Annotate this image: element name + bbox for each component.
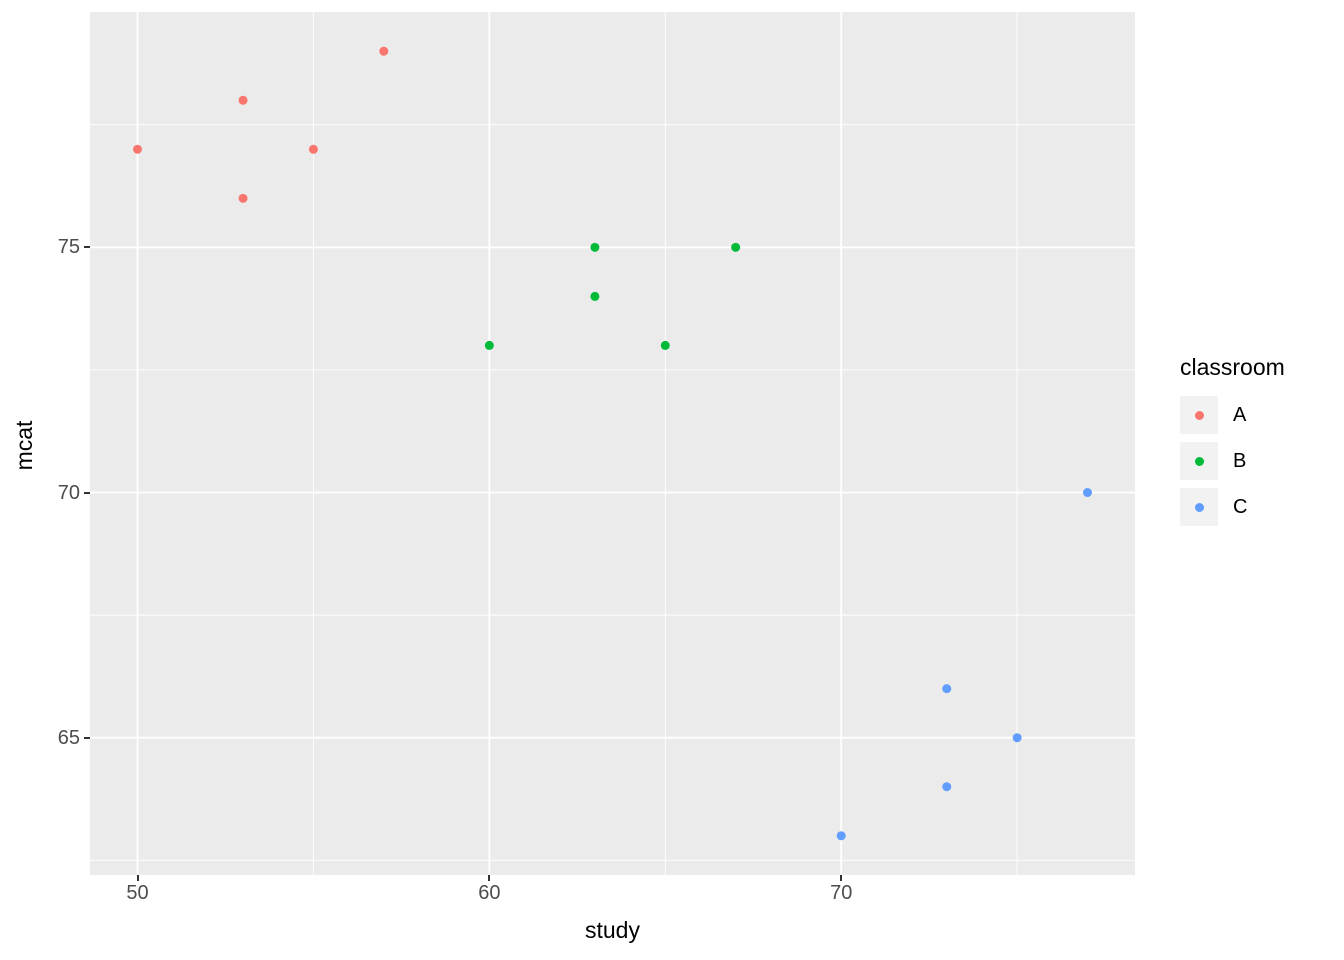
y-tick-label: 75: [57, 236, 80, 259]
legend-key-A: [1180, 396, 1218, 434]
legend-label-A: A: [1233, 403, 1247, 426]
data-point-C: [1012, 733, 1022, 743]
legend-key-B: [1180, 442, 1218, 480]
y-tick-mark: [84, 736, 90, 739]
data-point-B: [731, 242, 741, 252]
data-point-C: [836, 831, 846, 841]
data-point-B: [484, 340, 494, 350]
legend-point-icon: [1194, 410, 1204, 420]
legend-item-B: B: [1180, 441, 1285, 481]
y-tick-mark: [84, 491, 90, 494]
legend-label-B: B: [1233, 449, 1247, 472]
legend-label-C: C: [1233, 495, 1248, 518]
x-tick-mark: [840, 875, 843, 881]
data-point-C: [1083, 488, 1092, 498]
data-point-B: [660, 340, 670, 350]
plot-area: [90, 12, 1135, 875]
data-point-C: [942, 684, 952, 694]
y-tick-label: 70: [57, 481, 80, 504]
data-point-A: [133, 144, 142, 154]
data-point-B: [590, 242, 600, 252]
x-tick-label: 50: [126, 882, 149, 904]
legend-item-A: A: [1180, 395, 1285, 435]
x-axis-title: study: [585, 917, 640, 943]
plot-panel: [90, 12, 1135, 875]
legend-item-C: C: [1180, 487, 1285, 527]
data-point-A: [238, 95, 248, 105]
x-tick-label: 60: [478, 882, 501, 904]
y-tick-mark: [84, 246, 90, 249]
data-point-A: [238, 193, 248, 203]
legend-point-icon: [1194, 456, 1204, 466]
data-point-C: [942, 782, 952, 792]
legend-key-C: [1180, 488, 1218, 526]
data-point-B: [590, 291, 600, 301]
data-point-A: [308, 144, 318, 154]
legend-title: classroom: [1180, 354, 1285, 380]
x-tick-label: 70: [830, 882, 853, 904]
y-tick-label: 65: [57, 726, 80, 749]
data-point-A: [379, 46, 389, 56]
y-axis-title: mcat: [11, 420, 37, 471]
x-tick-mark: [488, 875, 491, 881]
legend-point-icon: [1194, 502, 1204, 512]
x-tick-mark: [136, 875, 139, 881]
